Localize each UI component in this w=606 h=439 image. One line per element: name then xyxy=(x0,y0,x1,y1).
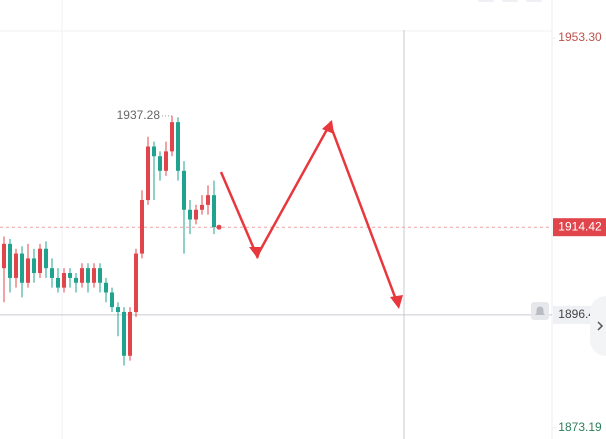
bell-icon xyxy=(535,306,545,315)
candle-body xyxy=(212,195,216,228)
side-tab[interactable] xyxy=(590,296,606,356)
current-price-dot xyxy=(216,224,222,230)
arrow-head xyxy=(249,247,262,259)
candle-body xyxy=(50,268,54,278)
trend-arrows xyxy=(219,121,400,306)
toolbar-button[interactable] xyxy=(502,0,518,2)
candle-body xyxy=(140,200,144,254)
candle-body xyxy=(32,258,36,274)
candle-body xyxy=(146,146,150,201)
toolbar-button[interactable] xyxy=(526,0,542,2)
candle-body xyxy=(110,292,114,308)
candle-body xyxy=(68,273,72,278)
candle-body xyxy=(206,195,210,205)
candle-body xyxy=(98,268,102,283)
candle-body xyxy=(20,253,24,283)
candle-body xyxy=(38,248,42,274)
high-label: 1937.28 xyxy=(117,108,161,122)
arrow-heads xyxy=(249,120,403,309)
y-tick-label: 1873.19 xyxy=(558,420,602,434)
candle-body xyxy=(200,204,204,210)
candle-body xyxy=(2,243,6,269)
current-price-label: 1914.42 xyxy=(558,219,602,233)
candle-body xyxy=(56,277,60,288)
candle-body xyxy=(122,311,126,356)
candle-body xyxy=(44,248,48,269)
candle-body xyxy=(8,243,12,278)
candle-body xyxy=(92,268,96,283)
toolbar-button[interactable] xyxy=(478,0,494,2)
y-tick-label: 1953.30 xyxy=(558,30,602,44)
candle-body xyxy=(80,268,84,283)
candle-body xyxy=(74,277,78,283)
candle-body xyxy=(188,209,192,220)
candle-body xyxy=(134,253,138,312)
candle-body xyxy=(152,146,156,157)
candle-body xyxy=(86,268,90,283)
candle-body xyxy=(128,311,132,356)
candle-body xyxy=(194,209,198,220)
candle-body xyxy=(164,151,168,171)
candle-body xyxy=(26,258,30,283)
arrow-head xyxy=(390,295,403,309)
candle-body xyxy=(158,156,162,171)
candle-body xyxy=(62,273,66,288)
candle-body xyxy=(182,170,186,210)
candle-body xyxy=(176,122,180,171)
candle-body xyxy=(170,122,174,152)
arrow-path xyxy=(219,121,400,306)
candle-body xyxy=(104,282,108,293)
candle-body xyxy=(14,253,18,278)
current-price-box xyxy=(553,218,606,237)
arrow-head xyxy=(322,120,334,134)
candle-body xyxy=(116,307,120,312)
chevron-icon xyxy=(597,321,604,331)
